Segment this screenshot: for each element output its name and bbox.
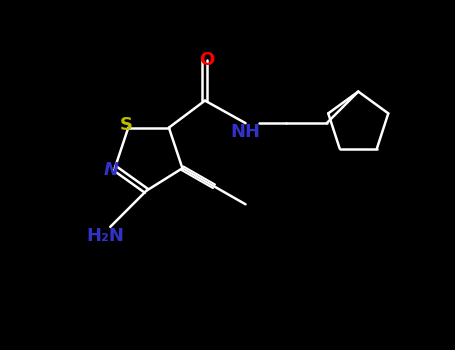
Text: N: N: [104, 161, 119, 180]
Text: O: O: [200, 51, 215, 69]
Text: NH: NH: [231, 123, 261, 141]
Text: S: S: [120, 117, 132, 134]
Text: H₂N: H₂N: [87, 227, 125, 245]
